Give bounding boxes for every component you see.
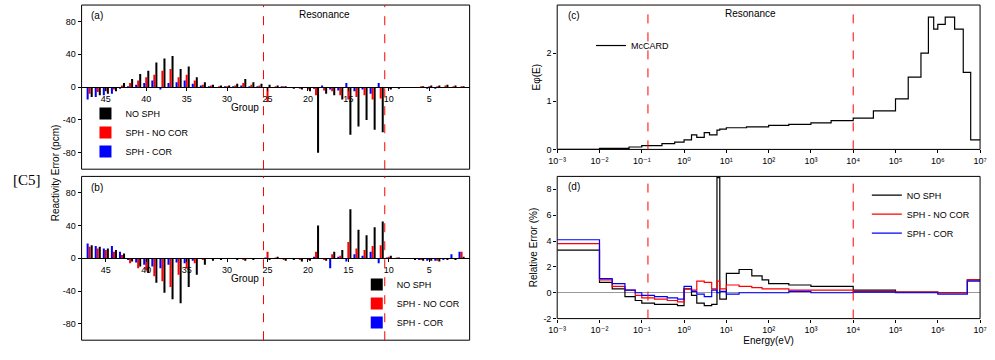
svg-text:10⁶: 10⁶ (931, 156, 945, 166)
svg-text:Resonance: Resonance (725, 8, 776, 19)
svg-text:10⁴: 10⁴ (846, 325, 860, 335)
svg-text:10⁶: 10⁶ (931, 325, 945, 335)
svg-text:SPH - NO COR: SPH - NO COR (397, 299, 460, 309)
svg-text:NO SPH: NO SPH (397, 280, 432, 290)
svg-text:10: 10 (384, 94, 394, 104)
svg-text:NO SPH: NO SPH (907, 191, 942, 201)
svg-text:6: 6 (546, 210, 551, 220)
svg-text:Resonance: Resonance (299, 9, 350, 20)
svg-text:10⁵: 10⁵ (889, 156, 903, 166)
svg-text:30: 30 (222, 94, 232, 104)
svg-text:0: 0 (546, 288, 551, 298)
svg-text:SPH - NO COR: SPH - NO COR (907, 210, 970, 220)
svg-text:10²: 10² (762, 156, 775, 166)
svg-text:80: 80 (66, 17, 76, 27)
svg-text:40: 40 (66, 49, 76, 59)
svg-text:5: 5 (427, 94, 432, 104)
svg-text:15: 15 (343, 94, 353, 104)
svg-text:(c): (c) (568, 10, 580, 21)
svg-text:45: 45 (101, 94, 111, 104)
svg-text:10¹: 10¹ (720, 156, 733, 166)
svg-text:10: 10 (384, 265, 394, 275)
svg-text:40: 40 (66, 221, 76, 231)
svg-text:10⁻¹: 10⁻¹ (633, 325, 651, 335)
svg-text:-40: -40 (63, 286, 76, 296)
svg-text:15: 15 (343, 265, 353, 275)
svg-text:8: 8 (546, 184, 551, 194)
svg-text:-40: -40 (63, 115, 76, 125)
svg-text:10⁷: 10⁷ (973, 325, 986, 335)
svg-text:40: 40 (141, 94, 151, 104)
svg-text:SPH - COR: SPH - COR (397, 318, 444, 328)
svg-text:(a): (a) (91, 10, 103, 21)
svg-text:Eφ(E): Eφ(E) (531, 64, 542, 90)
svg-text:10⁻²: 10⁻² (591, 325, 609, 335)
svg-text:2: 2 (546, 48, 551, 58)
svg-text:25: 25 (263, 94, 273, 104)
svg-text:10⁰: 10⁰ (677, 156, 691, 166)
svg-text:SPH - COR: SPH - COR (907, 229, 954, 239)
svg-text:80: 80 (66, 188, 76, 198)
svg-text:(b): (b) (91, 182, 103, 193)
svg-text:Group: Group (231, 102, 259, 113)
svg-text:5: 5 (427, 265, 432, 275)
svg-text:1: 1 (546, 96, 551, 106)
svg-text:10⁻²: 10⁻² (591, 156, 609, 166)
svg-text:10⁴: 10⁴ (846, 156, 860, 166)
svg-text:4: 4 (546, 236, 551, 246)
svg-text:-2: -2 (543, 314, 551, 324)
svg-text:20: 20 (303, 94, 313, 104)
svg-text:0: 0 (71, 82, 76, 92)
svg-text:-80: -80 (63, 319, 76, 329)
svg-text:35: 35 (182, 94, 192, 104)
svg-text:10¹: 10¹ (720, 325, 733, 335)
svg-text:0: 0 (71, 253, 76, 263)
svg-text:30: 30 (222, 265, 232, 275)
svg-text:10⁵: 10⁵ (889, 325, 903, 335)
svg-text:2: 2 (546, 262, 551, 272)
svg-text:10⁰: 10⁰ (677, 325, 691, 335)
svg-text:10³: 10³ (804, 156, 817, 166)
svg-text:10⁻¹: 10⁻¹ (633, 156, 651, 166)
svg-text:Energy(eV): Energy(eV) (743, 335, 794, 346)
svg-text:Relative Error (%): Relative Error (%) (528, 208, 539, 287)
svg-text:25: 25 (263, 265, 273, 275)
svg-text:20: 20 (303, 265, 313, 275)
svg-text:40: 40 (141, 265, 151, 275)
svg-text:45: 45 (101, 265, 111, 275)
svg-text:-80: -80 (63, 148, 76, 158)
svg-text:10⁷: 10⁷ (973, 156, 986, 166)
svg-text:SPH - COR: SPH - COR (125, 147, 172, 157)
svg-text:[C5]: [C5] (13, 172, 41, 188)
svg-text:10⁻³: 10⁻³ (548, 156, 566, 166)
svg-text:35: 35 (182, 265, 192, 275)
svg-text:McCARD: McCARD (631, 41, 669, 51)
svg-text:SPH - NO COR: SPH - NO COR (125, 128, 188, 138)
svg-text:0: 0 (546, 145, 551, 155)
svg-text:NO SPH: NO SPH (125, 109, 160, 119)
svg-text:10⁻³: 10⁻³ (548, 325, 566, 335)
svg-text:10²: 10² (762, 325, 775, 335)
svg-text:(d): (d) (568, 181, 580, 192)
svg-text:10³: 10³ (804, 325, 817, 335)
svg-text:Group: Group (231, 273, 259, 284)
svg-text:Reactivity Error (pcm): Reactivity Error (pcm) (50, 125, 61, 222)
